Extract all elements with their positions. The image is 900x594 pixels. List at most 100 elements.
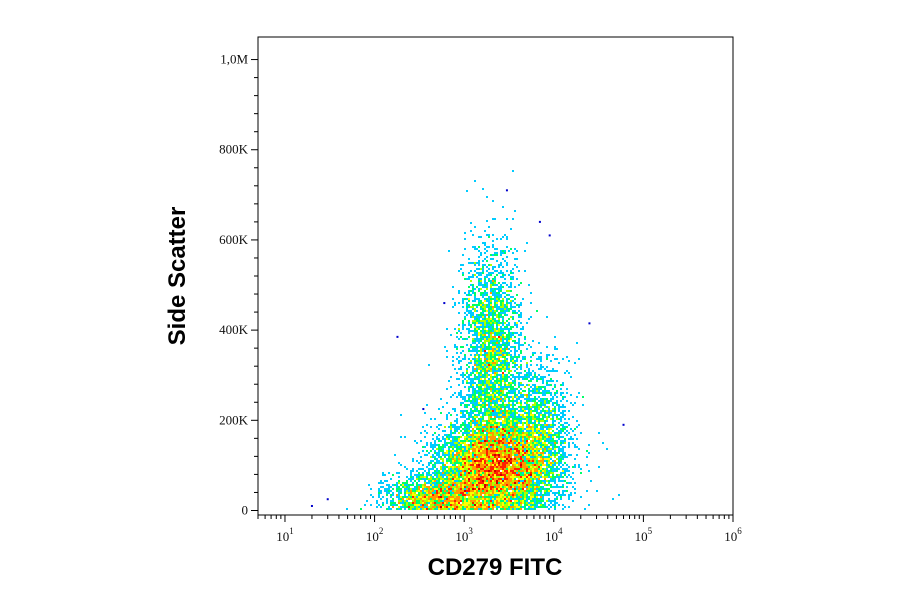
event-dot bbox=[528, 438, 530, 440]
event-dot bbox=[540, 398, 542, 400]
event-dot bbox=[490, 422, 492, 424]
event-dot bbox=[534, 430, 536, 432]
event-dot bbox=[500, 444, 502, 446]
event-dot bbox=[502, 450, 504, 452]
event-dot bbox=[464, 324, 466, 326]
event-dot bbox=[488, 352, 490, 354]
event-dot bbox=[504, 336, 506, 338]
event-dot bbox=[512, 414, 514, 416]
event-dot bbox=[510, 370, 512, 372]
event-dot bbox=[458, 476, 460, 478]
event-dot bbox=[514, 492, 516, 494]
event-dot bbox=[530, 450, 532, 452]
event-dot bbox=[510, 474, 512, 476]
event-dot bbox=[546, 416, 548, 418]
event-dot bbox=[502, 476, 504, 478]
event-dot bbox=[494, 292, 496, 294]
event-dot bbox=[452, 506, 454, 508]
event-dot bbox=[426, 496, 428, 498]
event-dot bbox=[494, 492, 496, 494]
event-dot bbox=[462, 376, 464, 378]
event-dot bbox=[482, 266, 484, 268]
event-dot bbox=[484, 492, 486, 494]
event-dot bbox=[484, 406, 486, 408]
event-dot bbox=[446, 450, 448, 452]
event-dot bbox=[510, 278, 512, 280]
event-dot bbox=[558, 436, 560, 438]
event-dot bbox=[536, 424, 538, 426]
event-dot bbox=[474, 478, 476, 480]
event-dot bbox=[516, 488, 518, 490]
event-dot bbox=[436, 448, 438, 450]
event-dot bbox=[550, 434, 552, 436]
event-dot bbox=[508, 494, 510, 496]
event-dot bbox=[526, 396, 528, 398]
event-dot bbox=[468, 272, 470, 274]
event-dot bbox=[494, 392, 496, 394]
event-dot bbox=[496, 444, 498, 446]
event-dot bbox=[478, 246, 480, 248]
event-dot bbox=[476, 304, 478, 306]
event-dot bbox=[516, 444, 518, 446]
event-dot bbox=[516, 502, 518, 504]
event-dot bbox=[562, 452, 564, 454]
event-dot bbox=[472, 366, 474, 368]
event-dot bbox=[478, 356, 480, 358]
event-dot bbox=[482, 342, 484, 344]
event-dot bbox=[506, 394, 508, 396]
event-dot bbox=[470, 330, 472, 332]
event-dot bbox=[490, 440, 492, 442]
event-dot bbox=[534, 486, 536, 488]
event-dot bbox=[506, 406, 508, 408]
event-dot bbox=[506, 508, 508, 510]
event-dot bbox=[446, 500, 448, 502]
event-dot bbox=[512, 334, 514, 336]
event-dot bbox=[450, 486, 452, 488]
event-dot bbox=[538, 490, 540, 492]
event-dot bbox=[474, 270, 476, 272]
event-dot bbox=[514, 342, 516, 344]
event-dot bbox=[414, 508, 416, 510]
event-dot bbox=[426, 500, 428, 502]
event-dot bbox=[506, 442, 508, 444]
event-dot bbox=[512, 442, 514, 444]
event-dot bbox=[558, 476, 560, 478]
event-dot bbox=[464, 356, 466, 358]
event-dot bbox=[558, 480, 560, 482]
event-dot bbox=[522, 378, 524, 380]
event-dot bbox=[458, 440, 460, 442]
event-dot bbox=[432, 480, 434, 482]
event-dot bbox=[518, 366, 520, 368]
event-dot bbox=[506, 460, 508, 462]
event-dot bbox=[502, 312, 504, 314]
event-dot bbox=[476, 406, 478, 408]
event-dot bbox=[492, 362, 494, 364]
event-dot bbox=[506, 384, 508, 386]
event-dot bbox=[490, 452, 492, 454]
event-dot bbox=[460, 508, 462, 510]
event-dot bbox=[558, 474, 560, 476]
event-dot bbox=[496, 348, 498, 350]
event-dot bbox=[416, 474, 418, 476]
event-dot bbox=[502, 344, 504, 346]
event-dot bbox=[580, 468, 582, 470]
event-dot bbox=[488, 362, 490, 364]
event-dot bbox=[470, 380, 472, 382]
event-dot bbox=[490, 436, 492, 438]
event-dot bbox=[476, 286, 478, 288]
event-dot bbox=[498, 380, 500, 382]
event-dot bbox=[476, 314, 478, 316]
event-dot bbox=[458, 482, 460, 484]
event-dot bbox=[490, 388, 492, 390]
event-dot bbox=[474, 296, 476, 298]
event-dot bbox=[438, 496, 440, 498]
event-dot bbox=[470, 458, 472, 460]
event-dot bbox=[508, 426, 510, 428]
event-dot bbox=[508, 466, 510, 468]
event-dot bbox=[482, 310, 484, 312]
event-dot bbox=[432, 464, 434, 466]
event-dot bbox=[556, 434, 558, 436]
event-dot bbox=[482, 470, 484, 472]
event-dot bbox=[538, 498, 540, 500]
event-dot bbox=[474, 316, 476, 318]
